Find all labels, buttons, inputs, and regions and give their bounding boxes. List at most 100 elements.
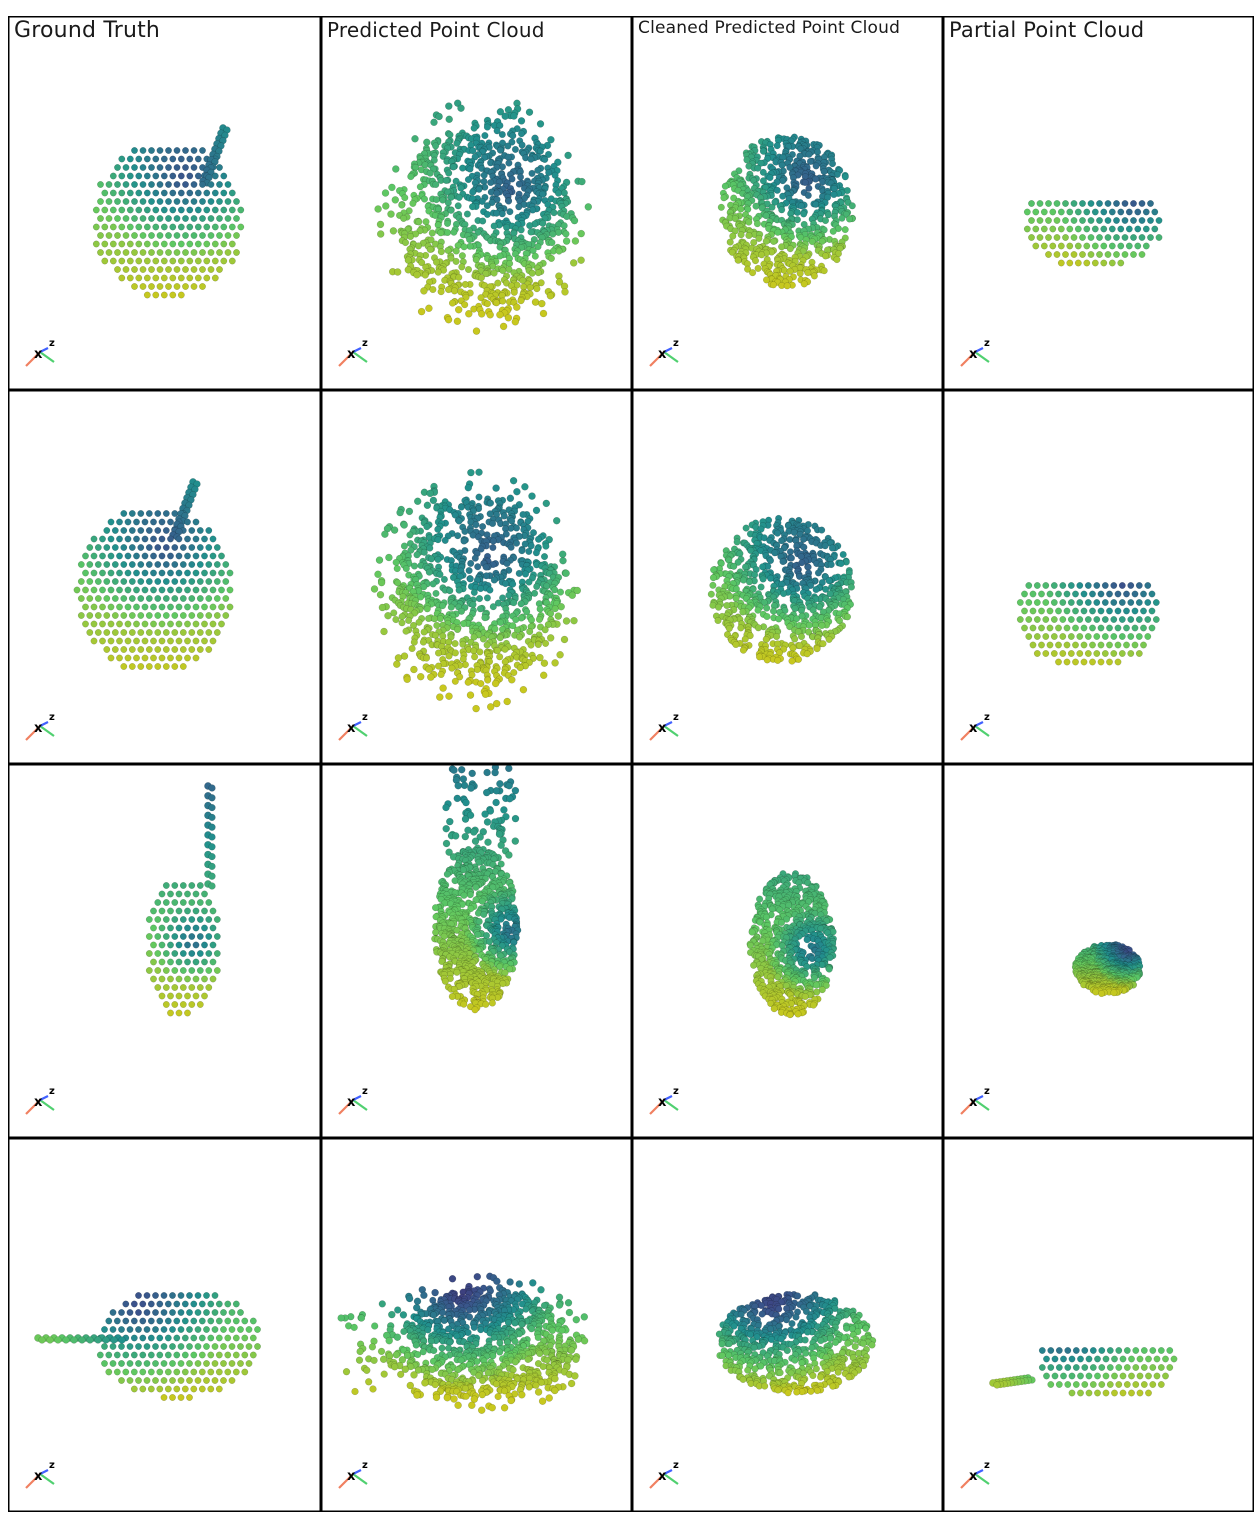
point-marker [1067,650,1075,657]
point-marker [1053,251,1061,258]
point-marker [483,594,491,602]
point-marker [141,654,149,662]
point-marker [829,227,837,235]
point-marker [783,282,791,290]
point-marker [471,653,479,661]
point-marker [177,257,185,265]
point-marker [759,177,767,185]
point-marker [224,249,232,256]
point-marker [150,518,157,526]
point-marker [179,916,187,923]
point-marker [775,615,783,623]
point-marker [218,552,225,560]
point-marker [208,813,216,822]
point-marker [209,535,217,543]
point-marker [90,535,98,543]
point-marker [162,882,170,889]
point-marker [205,933,213,940]
point-marker [503,559,511,568]
point-marker [402,565,410,573]
point-marker [137,527,145,534]
point-marker [1046,624,1054,632]
point-marker [510,599,518,607]
point-marker [137,561,145,568]
point-marker [469,147,477,155]
point-marker [510,669,518,677]
point-marker [118,240,126,248]
cell-border [8,16,321,390]
point-marker [425,614,433,623]
x-axis-arrow [960,725,976,741]
point-marker [156,164,164,171]
point-marker [489,519,497,528]
point-marker [1062,234,1069,241]
point-marker [116,518,123,526]
point-marker [1113,200,1120,207]
point-marker [736,550,744,558]
point-marker [1076,582,1084,589]
point-marker [1118,599,1126,606]
point-marker [128,510,136,517]
point-marker [405,616,413,624]
point-marker [450,766,458,774]
point-marker [107,535,115,543]
point-marker [791,604,799,613]
point-marker [1138,217,1146,224]
point-marker [126,172,134,180]
point-marker [213,544,221,551]
point-marker [544,150,553,158]
point-marker [1123,624,1130,632]
point-marker [122,164,130,171]
point-marker [158,569,166,577]
point-marker [114,164,121,171]
point-marker [490,222,498,230]
point-marker [779,177,787,185]
point-marker [173,147,181,154]
point-marker [491,768,499,777]
point-marker [461,280,469,288]
point-marker [226,586,234,594]
point-marker [505,851,513,859]
point-marker [428,229,436,237]
point-marker [1062,200,1069,207]
point-marker [131,232,138,239]
point-marker [451,832,460,840]
point-marker [498,130,506,139]
point-marker [156,147,164,154]
point-marker [94,561,102,568]
point-marker [1096,251,1103,258]
cell-border [321,16,632,390]
cell-partial-row-1: Partial Point Cloud x z [943,16,1254,390]
point-marker [201,552,208,560]
point-marker [192,535,200,543]
point-marker [126,189,134,197]
point-marker [1151,225,1159,233]
point-marker [143,274,151,282]
point-marker [536,120,545,128]
point-marker [1087,234,1095,241]
point-marker [107,603,115,611]
point-marker [218,586,225,594]
point-marker [1066,242,1074,250]
point-marker [77,612,85,619]
point-marker [804,563,812,571]
point-marker [423,523,431,531]
point-marker [237,223,245,231]
point-cloud [717,133,857,290]
point-marker [141,637,149,645]
point-marker [137,510,145,517]
point-marker [175,975,183,983]
point-marker [1050,616,1058,623]
point-marker [489,537,497,545]
point-marker [124,654,132,662]
point-marker [449,163,458,171]
point-marker [432,142,440,150]
point-marker [208,843,216,851]
point-marker [211,172,219,180]
point-marker [374,205,382,213]
point-marker [1050,650,1058,657]
point-marker [446,587,454,595]
x-axis-label: x [347,347,356,362]
point-marker [101,240,109,248]
